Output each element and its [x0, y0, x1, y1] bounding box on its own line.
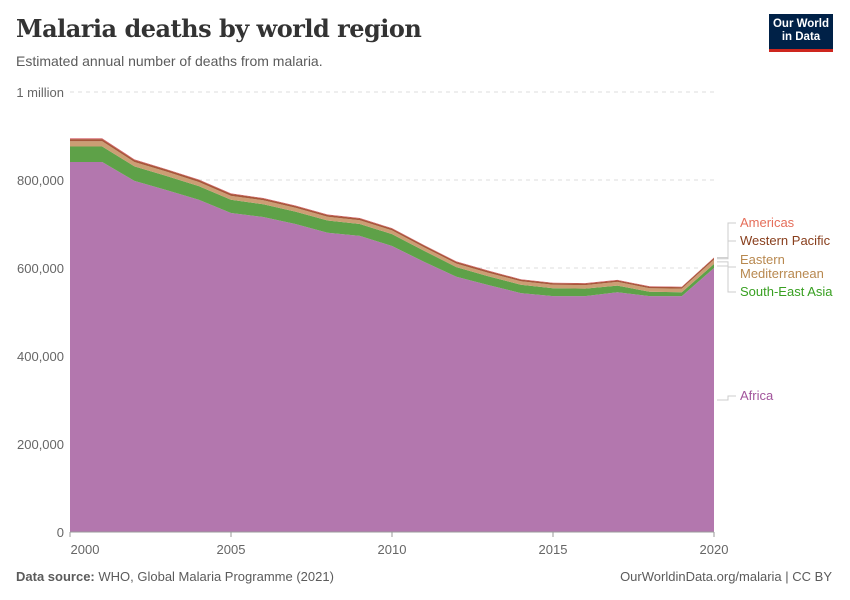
legend-label: Western Pacific — [740, 233, 831, 248]
chart-subtitle: Estimated annual number of deaths from m… — [16, 53, 323, 69]
legend-connector — [717, 240, 736, 260]
source-text: WHO, Global Malaria Programme (2021) — [98, 569, 334, 584]
x-tick-label: 2000 — [71, 542, 100, 557]
area-africa — [70, 161, 714, 532]
legend-label: Eastern — [740, 252, 785, 267]
y-tick-label: 200,000 — [17, 437, 64, 452]
y-tick-label: 400,000 — [17, 349, 64, 364]
legend-label: Africa — [740, 388, 774, 403]
x-tick-label: 2005 — [217, 542, 246, 557]
x-tick-label: 2010 — [378, 542, 407, 557]
source-label: Data source: — [16, 569, 95, 584]
legend-label: South-East Asia — [740, 284, 833, 299]
legend-connector — [717, 395, 736, 401]
logo-line1: Our World — [772, 18, 829, 30]
legend-connector — [717, 265, 736, 293]
chart-title: Malaria deaths by world region — [16, 14, 422, 43]
footer-link[interactable]: OurWorldinData.org/malaria | CC BY — [620, 569, 832, 584]
owid-logo[interactable]: Our World in Data — [769, 14, 833, 52]
legend-connector — [717, 222, 736, 259]
y-tick-label: 800,000 — [17, 173, 64, 188]
y-tick-label: 600,000 — [17, 261, 64, 276]
x-tick-label: 2020 — [700, 542, 729, 557]
x-tick-label: 2015 — [539, 542, 568, 557]
data-source: Data source: WHO, Global Malaria Program… — [16, 569, 334, 584]
y-tick-label: 1 million — [16, 85, 64, 100]
legend-label: Mediterranean — [740, 266, 824, 281]
legend-connector — [717, 261, 736, 268]
legend-label: Americas — [740, 215, 795, 230]
y-tick-label: 0 — [57, 525, 64, 540]
logo-line2: in Data — [781, 31, 821, 43]
